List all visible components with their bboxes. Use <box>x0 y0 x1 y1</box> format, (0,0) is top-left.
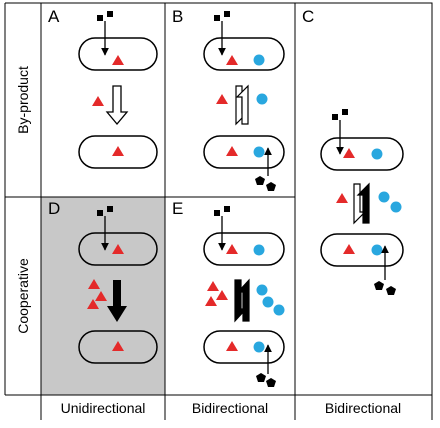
producer-cell-bottom <box>78 330 158 364</box>
triangle-icon <box>205 296 217 306</box>
substrate-icon <box>97 11 113 21</box>
producer-cell-top <box>78 37 158 71</box>
substrate-icon <box>332 109 348 120</box>
half-arrow-up-icon <box>236 278 250 322</box>
row-label-cooperative: Cooperative <box>15 258 31 334</box>
grid <box>4 2 433 420</box>
triangle-icon <box>112 55 124 65</box>
column-label-unidirectional: Unidirectional <box>61 400 146 416</box>
column-label-bidirectional-2: Bidirectional <box>325 400 401 416</box>
panel-c <box>320 109 404 295</box>
circle-icon <box>256 93 268 105</box>
triangle-icon <box>226 55 238 65</box>
pentagon-icon <box>255 176 276 191</box>
half-arrow-up-icon <box>235 84 249 125</box>
circle-icon <box>371 148 383 160</box>
triangle-icon <box>226 341 238 351</box>
triangle-icon <box>88 279 100 289</box>
cell-bottom <box>203 330 285 364</box>
pentagon-icon <box>256 373 276 387</box>
cell-bottom <box>203 135 285 169</box>
panel-label-b: B <box>172 7 183 26</box>
triangle-icon <box>216 94 228 104</box>
triangle-icon <box>216 290 228 300</box>
column-label-bidirectional-1: Bidirectional <box>192 400 268 416</box>
triangle-icon <box>92 96 104 106</box>
triangle-icon <box>112 341 124 351</box>
circle-icon <box>256 284 268 296</box>
triangle-icon <box>207 281 219 291</box>
cell-top <box>203 37 285 71</box>
triangle-icon <box>226 244 238 254</box>
panel-a <box>78 11 158 169</box>
row-label-by-product: By-product <box>15 66 31 134</box>
panel-label-d: D <box>48 199 60 218</box>
cell-top <box>320 137 404 171</box>
open-arrow-down-icon <box>105 85 129 126</box>
triangle-icon <box>343 148 355 158</box>
circle-icon <box>390 201 402 213</box>
triangle-icon <box>112 146 124 156</box>
panel-label-a: A <box>48 7 60 26</box>
circle-icon <box>253 244 265 256</box>
substrate-icon <box>214 11 230 21</box>
producer-cell-bottom <box>78 135 158 169</box>
solid-arrow-down-icon <box>107 280 127 322</box>
triangle-icon <box>226 146 238 156</box>
triangle-icon <box>343 244 355 254</box>
circle-icon <box>253 341 265 353</box>
circle-icon <box>378 191 390 203</box>
panel-b <box>203 11 285 191</box>
circle-icon <box>371 244 383 256</box>
panel-e <box>203 206 285 387</box>
circle-icon <box>253 54 265 66</box>
circle-icon <box>253 146 265 158</box>
triangle-icon <box>95 291 107 301</box>
cell-bottom <box>320 233 404 267</box>
triangle-icon <box>87 299 99 309</box>
substrate-icon <box>214 206 230 216</box>
cell-top <box>203 232 285 266</box>
circle-icon <box>273 304 285 316</box>
triangle-icon <box>336 193 348 203</box>
substrate-icon <box>97 206 113 216</box>
panel-label-c: C <box>302 7 314 26</box>
triangle-icon <box>112 244 124 254</box>
producer-cell-top <box>78 232 158 266</box>
half-arrow-up-icon <box>356 182 370 224</box>
panel-d <box>78 206 158 364</box>
panel-label-e: E <box>172 199 183 218</box>
circle-icon <box>262 296 274 308</box>
pentagon-icon <box>374 281 396 295</box>
